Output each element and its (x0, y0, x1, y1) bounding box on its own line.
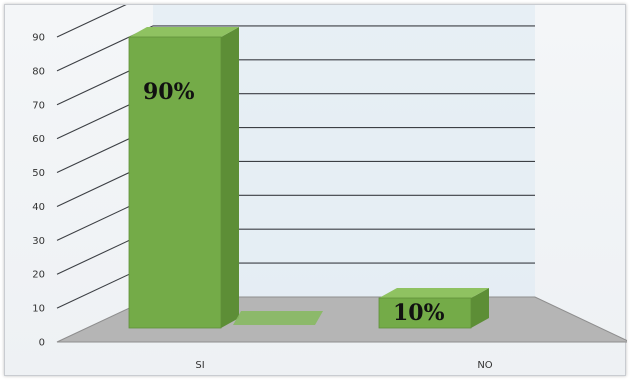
x-tick-label: NO (477, 360, 492, 371)
gridline (56, 5, 127, 38)
bar[interactable] (378, 297, 472, 329)
y-tick-label: 0 (39, 338, 45, 349)
bar-chart: 0 10 20 30 40 50 60 70 80 90 90% SI 10% NO (32, 5, 627, 371)
bar-shadow (233, 311, 323, 325)
y-tick-label: 70 (32, 100, 45, 111)
y-tick-label: 40 (32, 202, 45, 213)
chart-frame: 0 10 20 30 40 50 60 70 80 90 90% SI 10% NO (4, 4, 627, 376)
bar-side (221, 27, 239, 328)
y-tick-label: 20 (32, 270, 45, 281)
bar-side (471, 288, 489, 328)
y-tick-label: 60 (32, 134, 45, 145)
y-tick-label: 10 (32, 304, 45, 315)
bar-top (379, 288, 489, 298)
data-label: 10% (393, 300, 445, 326)
y-tick-label: 50 (32, 168, 45, 179)
gridline (56, 25, 535, 72)
chart-back-wall (153, 5, 535, 297)
y-tick-label: 30 (32, 236, 45, 247)
bar[interactable] (128, 36, 222, 329)
y-tick-label: 90 (32, 33, 45, 44)
x-tick-label: SI (195, 360, 204, 371)
data-label: 90% (143, 79, 195, 105)
bar-top (129, 27, 239, 37)
y-tick-label: 80 (32, 66, 45, 77)
